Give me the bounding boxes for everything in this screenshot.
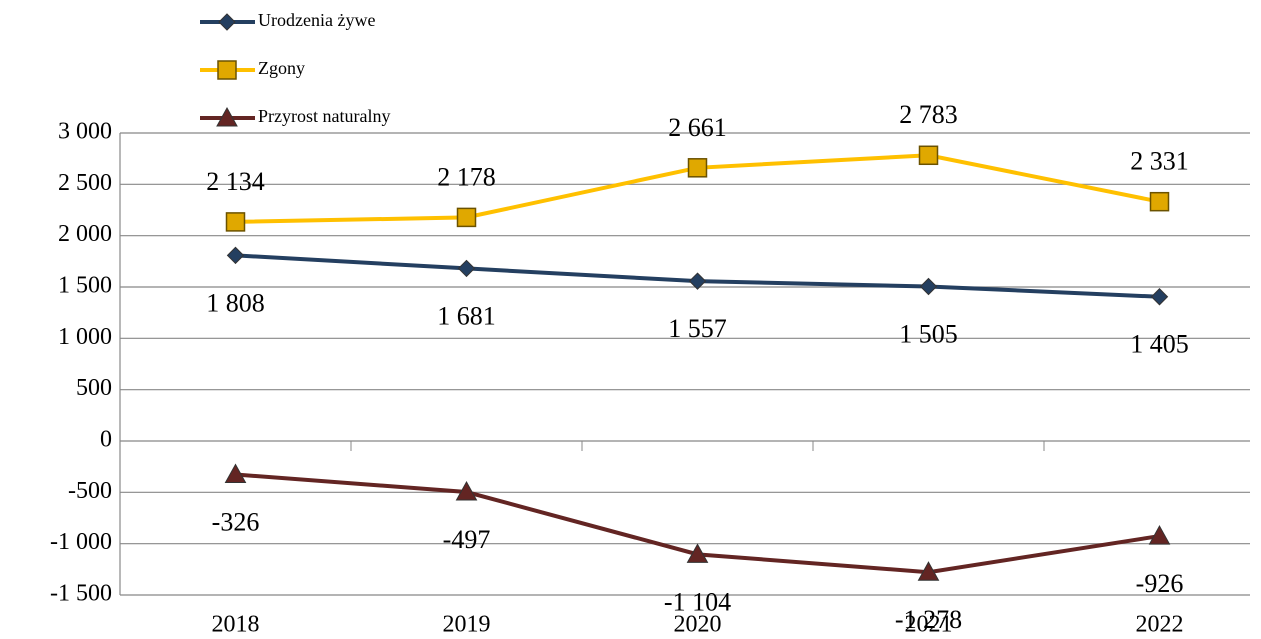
point	[917, 561, 940, 581]
legend-marker	[218, 13, 236, 31]
legend-label: Przyrost naturalny	[258, 106, 390, 126]
x-tick-label: 2021	[905, 612, 953, 638]
point	[224, 463, 247, 483]
data-label: -926	[1136, 569, 1184, 598]
data-label: -1 104	[664, 587, 731, 616]
y-tick-label: 0	[100, 427, 112, 453]
data-label: 1 808	[206, 288, 265, 317]
point	[225, 212, 246, 232]
y-tick-label: -500	[68, 478, 112, 504]
x-tick-label: 2022	[1136, 612, 1184, 638]
data-label: -1 278	[895, 605, 962, 634]
point	[456, 207, 477, 228]
data-label: 2 783	[899, 100, 958, 129]
data-label: 2 331	[1130, 147, 1189, 176]
point	[686, 543, 709, 563]
point	[226, 246, 245, 265]
y-tick-label: 3 000	[58, 119, 112, 145]
data-label: 1 505	[899, 319, 958, 348]
data-label: -497	[443, 525, 491, 554]
point	[688, 272, 707, 290]
legend-label: Urodzenia żywe	[258, 10, 375, 30]
data-label: 1 405	[1130, 330, 1189, 359]
point	[457, 259, 476, 278]
data-label: 2 178	[437, 162, 496, 191]
data-label: 1 557	[668, 314, 727, 343]
point	[918, 145, 939, 166]
x-tick-label: 2019	[443, 612, 491, 638]
point	[687, 158, 708, 178]
point	[1148, 525, 1171, 545]
x-tick-label: 2020	[674, 612, 722, 638]
point	[1150, 288, 1169, 306]
point	[919, 277, 938, 296]
y-tick-label: -1 000	[50, 529, 112, 555]
legend-marker	[216, 106, 238, 127]
legend-label: Zgony	[258, 58, 305, 78]
point	[1149, 191, 1170, 212]
data-label: 1 681	[437, 301, 496, 330]
data-label: 2 134	[206, 167, 265, 196]
legend-marker	[217, 60, 237, 80]
y-tick-label: 500	[76, 375, 112, 401]
y-tick-label: 1 500	[58, 273, 112, 299]
data-label: -326	[212, 507, 260, 536]
y-tick-label: -1 500	[50, 581, 112, 607]
y-tick-label: 2 000	[58, 221, 112, 247]
x-tick-label: 2018	[212, 612, 260, 638]
y-tick-label: 2 500	[58, 170, 112, 196]
point	[455, 480, 478, 501]
data-label: 2 661	[668, 113, 727, 142]
y-tick-label: 1 000	[58, 324, 112, 350]
